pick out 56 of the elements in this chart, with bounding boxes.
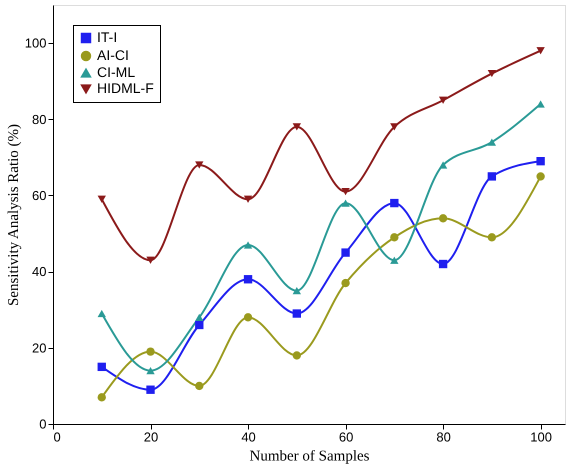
point [438, 161, 448, 169]
point [244, 313, 252, 322]
y-tick-label: 100 [24, 36, 46, 51]
point [488, 138, 496, 146]
x-tick-label: 40 [241, 430, 256, 444]
point [341, 188, 350, 196]
point [244, 241, 252, 249]
point [146, 347, 155, 356]
point [438, 96, 448, 104]
point [341, 199, 350, 207]
point [146, 386, 155, 394]
point [488, 70, 496, 78]
point [536, 156, 545, 166]
point [98, 196, 106, 203]
point [195, 161, 204, 169]
y-tick-label: 40 [32, 264, 46, 280]
point [146, 256, 155, 264]
point [195, 314, 204, 321]
point [438, 214, 448, 222]
point [244, 196, 252, 203]
point [341, 248, 350, 257]
x-tick-label: 100 [530, 430, 552, 444]
point [390, 256, 399, 264]
y-tick-label: 80 [32, 112, 46, 127]
x-axis-title: Number of Samples [250, 448, 370, 464]
y-tick-label: 20 [32, 340, 46, 356]
point [292, 123, 301, 131]
y-tick-label: 60 [32, 188, 46, 203]
point [390, 233, 399, 242]
legend-label: CI-ML [97, 64, 136, 80]
point [488, 233, 496, 242]
y-tick-label: 0 [39, 416, 46, 432]
point [98, 310, 106, 318]
point [341, 278, 350, 288]
legend-label: IT-I [97, 29, 118, 45]
point [244, 275, 252, 284]
point [292, 351, 301, 360]
point [488, 172, 496, 181]
point [536, 47, 545, 54]
point [390, 198, 399, 208]
point [195, 382, 204, 390]
x-tick-label: 60 [338, 430, 354, 444]
y-axis-title: Sensitivity Analysis Ratio (%) [6, 124, 22, 306]
point [98, 362, 106, 372]
point [438, 260, 448, 268]
legend-label: HIDML-F [97, 80, 154, 96]
legend-label: AI-CI [97, 47, 129, 63]
point [146, 367, 155, 374]
point [195, 320, 204, 330]
point [98, 393, 106, 402]
point [292, 287, 301, 294]
x-tick-label: 20 [144, 430, 158, 444]
point [292, 309, 301, 318]
x-tick-label: 80 [436, 430, 451, 444]
x-tick-label: 0 [54, 430, 61, 444]
point [536, 172, 545, 181]
